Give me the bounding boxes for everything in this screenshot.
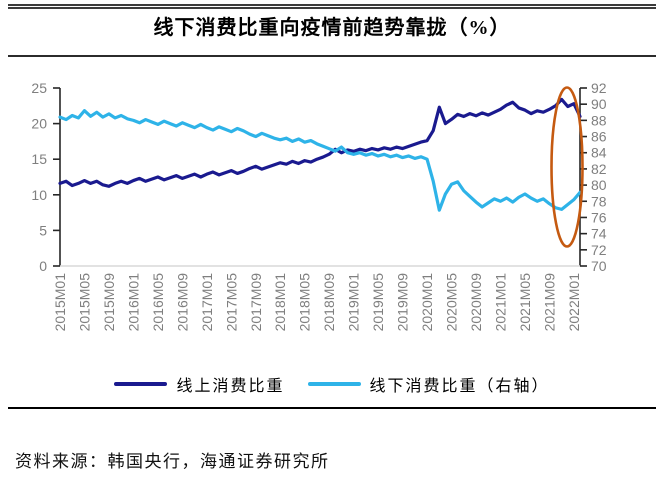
left-axis-tick-label: 0 — [39, 258, 47, 274]
source-note: 资料来源：韩国央行，海通证券研究所 — [15, 452, 330, 471]
legend-swatch-online — [114, 382, 168, 386]
legend-label-online: 线上消费比重 — [176, 378, 285, 395]
chart-title: 线下消费比重向疫情前趋势靠拢（%） — [153, 17, 511, 39]
left-axis-tick-label: 5 — [39, 222, 47, 238]
x-axis-tick-label: 2019M01 — [346, 273, 362, 332]
title-divider — [8, 55, 656, 57]
x-axis-tick-label: 2021M09 — [541, 273, 557, 332]
right-axis-tick-label: 78 — [591, 193, 607, 209]
legend-label-offline: 线下消费比重（右轴） — [369, 378, 550, 395]
left-axis-tick-label: 10 — [31, 187, 47, 203]
right-axis-tick-label: 82 — [591, 161, 607, 177]
right-axis-tick-label: 74 — [591, 226, 607, 242]
x-axis-tick-label: 2020M05 — [444, 273, 460, 332]
x-axis-tick-label: 2019M09 — [395, 273, 411, 332]
x-axis-tick-label: 2021M01 — [492, 273, 508, 332]
x-axis-tick-label: 2018M09 — [321, 273, 337, 332]
section-divider — [8, 407, 656, 409]
offline-share-line — [58, 109, 582, 212]
legend-swatch-offline — [307, 382, 361, 386]
right-axis-tick-label: 84 — [591, 145, 607, 161]
x-axis-tick-label: 2016M01 — [125, 273, 141, 332]
x-axis-tick-label: 2017M05 — [223, 273, 239, 332]
right-axis-tick-label: 92 — [591, 80, 607, 96]
highlight-ellipse — [550, 86, 584, 248]
x-axis-tick-label: 2018M01 — [272, 273, 288, 332]
x-axis-tick-label: 2020M01 — [419, 273, 435, 332]
x-axis-tick-label: 2020M09 — [468, 273, 484, 332]
x-axis-tick-label: 2017M01 — [199, 273, 215, 332]
right-axis-tick-label: 76 — [591, 209, 607, 225]
right-axis-tick-label: 86 — [591, 129, 607, 145]
right-axis-tick-label: 88 — [591, 112, 607, 128]
left-axis-tick-label: 15 — [31, 151, 47, 167]
x-axis-tick-label: 2016M09 — [174, 273, 190, 332]
left-axis-tick-label: 25 — [31, 80, 47, 96]
x-axis-tick-label: 2015M01 — [52, 273, 68, 332]
x-axis-tick-label: 2016M05 — [150, 273, 166, 332]
x-axis-tick-label: 2022M01 — [566, 273, 582, 332]
right-axis-tick-label: 90 — [591, 96, 607, 112]
x-axis-labels: 2015M01 2015M05 2015M09 2016M01 2016M05 2016M… — [52, 273, 582, 332]
left-axis: 0 5 10 15 20 25 — [31, 80, 61, 274]
x-axis-tick-label: 2015M09 — [101, 273, 117, 332]
top-divider — [8, 4, 656, 9]
chart-legend: 线上消费比重 线下消费比重（右轴） — [0, 374, 664, 395]
x-axis-tick-label: 2021M05 — [517, 273, 533, 332]
x-axis-tick-label: 2018M05 — [297, 273, 313, 332]
x-axis-tick-label: 2015M05 — [76, 273, 92, 332]
left-axis-tick-label: 20 — [31, 116, 47, 132]
right-axis-tick-label: 70 — [591, 258, 607, 274]
right-axis-tick-label: 72 — [591, 242, 607, 258]
x-axis-tick-label: 2017M09 — [248, 273, 264, 332]
online-share-line — [58, 97, 582, 188]
right-axis-tick-label: 80 — [591, 177, 607, 193]
x-axis-tick-label: 2019M05 — [370, 273, 386, 332]
